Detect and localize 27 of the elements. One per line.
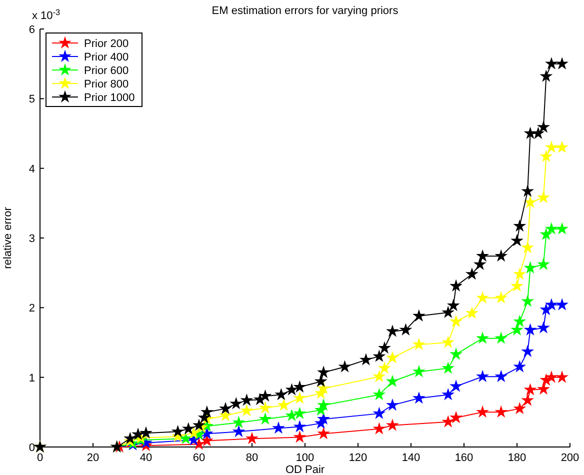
y-axis-title: relative error <box>2 206 14 269</box>
x-tick-label: 140 <box>402 452 420 464</box>
y-tick-label: 5 <box>28 94 35 106</box>
x-tick-label: 20 <box>86 452 100 464</box>
x-tick-label: 180 <box>508 452 526 464</box>
y-tick-label: 4 <box>28 163 35 176</box>
text: x 10$^{-3}$ <box>32 8 61 22</box>
y-tick-label: 0 <box>28 442 35 454</box>
x-tick-label: 40 <box>140 452 152 464</box>
x-tick-label: 100 <box>296 452 314 464</box>
y-tick-label: 6 <box>28 24 35 36</box>
x-tick-label: 60 <box>192 452 206 464</box>
x-tick-label: 120 <box>348 452 368 464</box>
chart-title: EM estimation errors for varying priors <box>212 5 399 17</box>
legend-label: Prior 1000 <box>84 92 135 104</box>
x-tick-label: 0 <box>36 452 44 464</box>
y-tick-label: 2 <box>28 302 35 315</box>
x-tick-label: 200 <box>560 452 580 464</box>
legend-label: Prior 800 <box>84 78 129 90</box>
y-tick-label: 3 <box>28 233 35 245</box>
legend-label: Prior 600 <box>84 65 129 77</box>
x-axis-title: OD Pair <box>285 464 325 475</box>
x-tick-label: 160 <box>454 452 474 464</box>
y-tick-label: 1 <box>28 372 35 384</box>
legend-label: Prior 400 <box>84 52 129 64</box>
x-tick-label: 80 <box>246 452 258 464</box>
legend-label: Prior 200 <box>84 38 129 50</box>
